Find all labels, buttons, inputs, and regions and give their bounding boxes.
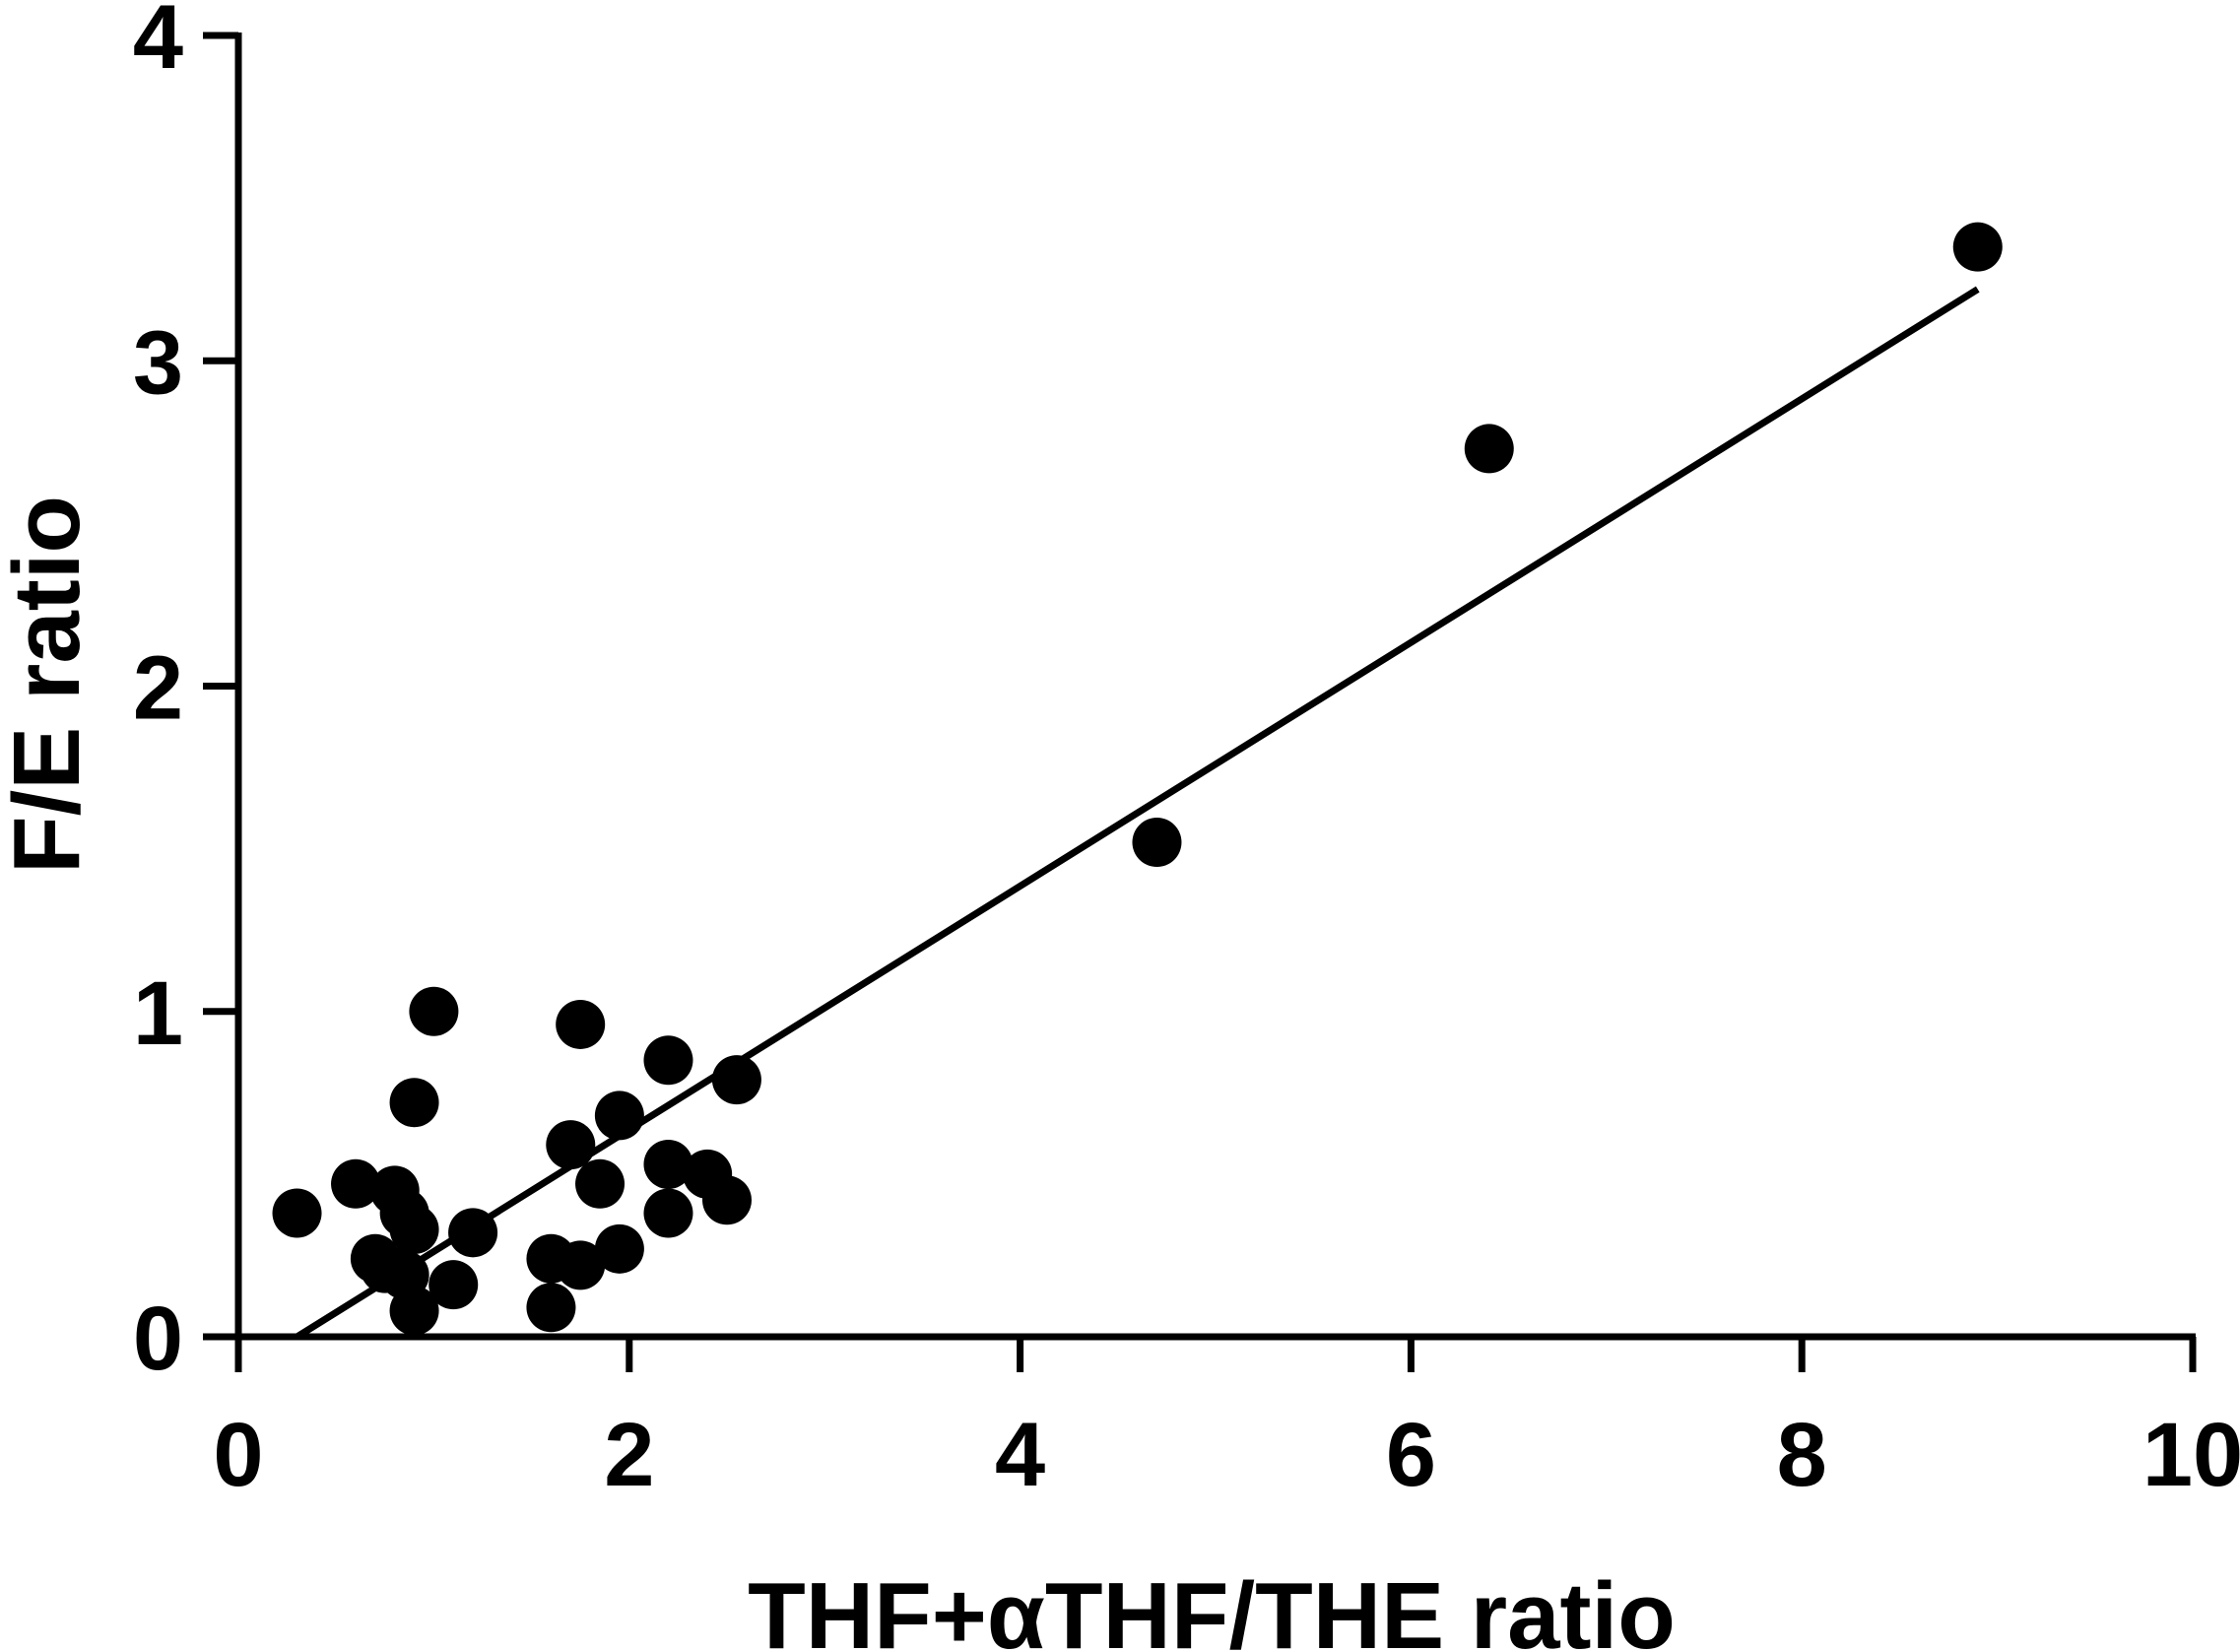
data-point <box>643 1188 693 1238</box>
data-point <box>1464 424 1514 474</box>
data-point <box>448 1208 498 1258</box>
y-tick-label-0: 0 <box>133 1289 183 1389</box>
data-point <box>331 1158 381 1209</box>
x-axis-title: THF+αTHF/THE ratio <box>748 1563 1676 1652</box>
x-tick-label-0: 0 <box>213 1405 263 1505</box>
data-point <box>1132 818 1182 868</box>
data-point <box>389 1286 439 1336</box>
x-tick-label-8: 8 <box>1777 1405 1827 1505</box>
data-point <box>575 1158 626 1209</box>
y-axis-title: F/E ratio <box>0 496 99 874</box>
x-tick-label-6: 6 <box>1386 1405 1436 1505</box>
x-tick-label-10: 10 <box>2142 1405 2240 1505</box>
data-point <box>389 1078 439 1128</box>
data-point <box>556 1240 606 1290</box>
data-point <box>711 1055 761 1105</box>
data-point <box>702 1175 752 1225</box>
y-tick-label-1: 1 <box>133 963 183 1064</box>
data-point <box>526 1283 576 1333</box>
y-tick-label-4: 4 <box>133 0 183 88</box>
data-point <box>594 1223 644 1274</box>
data-point <box>643 1139 693 1189</box>
axes <box>203 32 2197 1372</box>
data-point <box>409 986 459 1036</box>
fit-line-group <box>295 286 1980 1340</box>
data-point <box>594 1090 644 1141</box>
data-point <box>428 1260 479 1310</box>
data-point <box>556 999 606 1049</box>
x-tick-label-4: 4 <box>995 1405 1045 1505</box>
data-point <box>389 1205 439 1255</box>
data-points <box>272 222 2003 1336</box>
fit-line <box>295 286 1980 1340</box>
y-tick-label-2: 2 <box>133 638 183 739</box>
tick-labels: 0 1 2 3 4 0 2 4 6 8 10 <box>133 0 2240 1505</box>
x-tick-label-2: 2 <box>604 1405 654 1505</box>
data-point <box>272 1188 322 1238</box>
data-point <box>643 1035 693 1086</box>
data-point <box>1952 222 2003 272</box>
data-point <box>546 1120 596 1170</box>
y-tick-label-3: 3 <box>133 312 183 413</box>
